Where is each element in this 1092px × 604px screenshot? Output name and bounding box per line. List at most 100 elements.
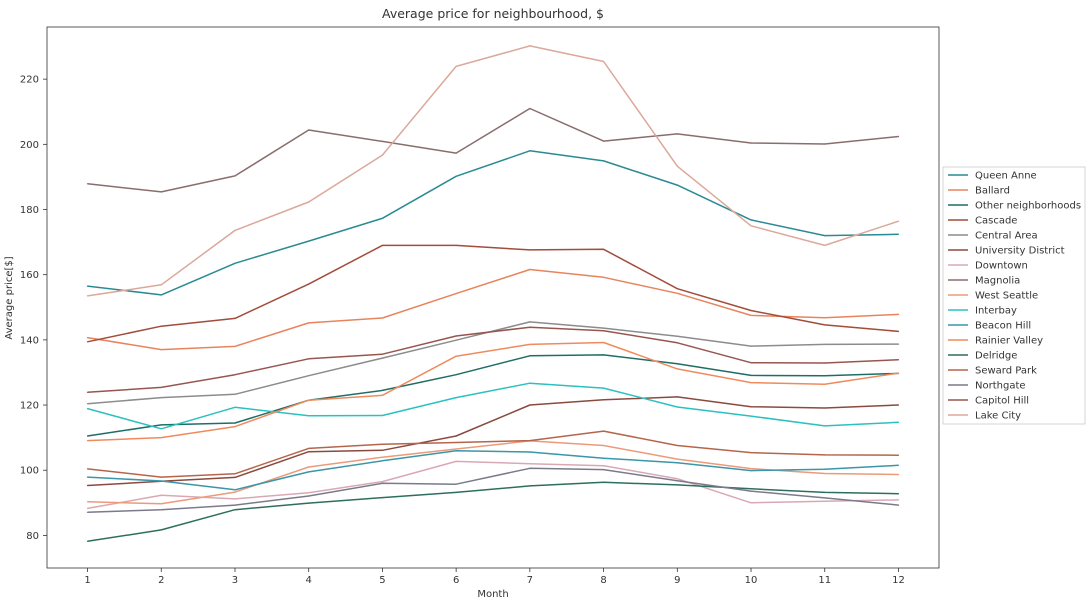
data-point bbox=[529, 468, 530, 469]
data-point bbox=[677, 293, 678, 294]
data-point bbox=[308, 471, 309, 472]
data-point bbox=[87, 477, 88, 478]
legend-label: Cascade bbox=[975, 216, 1017, 227]
x-tick-label: 1 bbox=[84, 575, 90, 586]
x-tick-label: 7 bbox=[527, 575, 533, 586]
data-point bbox=[87, 392, 88, 393]
data-point bbox=[824, 469, 825, 470]
data-point bbox=[234, 505, 235, 506]
data-point bbox=[677, 459, 678, 460]
data-point bbox=[529, 451, 530, 452]
legend-label: Interbay bbox=[975, 306, 1017, 317]
data-point bbox=[898, 359, 899, 360]
x-tick-label: 12 bbox=[892, 575, 905, 586]
data-point bbox=[677, 363, 678, 364]
data-point bbox=[161, 294, 162, 295]
data-point bbox=[677, 166, 678, 167]
y-tick-label: 120 bbox=[20, 401, 39, 412]
data-point bbox=[824, 324, 825, 325]
data-point bbox=[750, 416, 751, 417]
data-point bbox=[456, 340, 457, 341]
data-point bbox=[456, 442, 457, 443]
legend-label: Rainier Valley bbox=[975, 336, 1043, 347]
data-point bbox=[824, 501, 825, 502]
data-point bbox=[456, 484, 457, 485]
data-point bbox=[456, 293, 457, 294]
x-axis-label: Month bbox=[477, 589, 508, 600]
data-point bbox=[529, 383, 530, 384]
data-point bbox=[382, 497, 383, 498]
data-point bbox=[161, 284, 162, 285]
data-point bbox=[603, 277, 604, 278]
data-point bbox=[382, 218, 383, 219]
data-point bbox=[603, 431, 604, 432]
legend-label: University District bbox=[975, 246, 1065, 257]
data-point bbox=[603, 61, 604, 62]
data-point bbox=[87, 341, 88, 342]
data-point bbox=[677, 185, 678, 186]
data-point bbox=[234, 263, 235, 264]
data-point bbox=[824, 362, 825, 363]
data-point bbox=[529, 344, 530, 345]
data-point bbox=[750, 468, 751, 469]
data-point bbox=[161, 529, 162, 530]
data-point bbox=[87, 435, 88, 436]
data-point bbox=[87, 485, 88, 486]
data-point bbox=[234, 498, 235, 499]
data-point bbox=[603, 249, 604, 250]
data-point bbox=[456, 435, 457, 436]
data-point bbox=[750, 219, 751, 220]
data-point bbox=[161, 477, 162, 478]
data-point bbox=[234, 426, 235, 427]
data-point bbox=[382, 245, 383, 246]
data-point bbox=[456, 397, 457, 398]
data-point bbox=[677, 368, 678, 369]
data-point bbox=[898, 465, 899, 466]
data-point bbox=[161, 387, 162, 388]
y-tick-label: 220 bbox=[20, 75, 39, 86]
data-point bbox=[750, 315, 751, 316]
x-tick-label: 3 bbox=[232, 575, 238, 586]
data-point bbox=[603, 458, 604, 459]
data-point bbox=[161, 397, 162, 398]
data-point bbox=[750, 362, 751, 363]
data-point bbox=[824, 245, 825, 246]
data-point bbox=[750, 382, 751, 383]
data-point bbox=[308, 503, 309, 504]
data-point bbox=[382, 358, 383, 359]
data-point bbox=[87, 403, 88, 404]
data-point bbox=[898, 422, 899, 423]
x-tick-label: 8 bbox=[600, 575, 606, 586]
data-point bbox=[456, 245, 457, 246]
legend-label: Queen Anne bbox=[975, 171, 1037, 182]
data-point bbox=[750, 142, 751, 143]
data-point bbox=[603, 469, 604, 470]
data-point bbox=[456, 335, 457, 336]
data-point bbox=[308, 358, 309, 359]
data-point bbox=[161, 509, 162, 510]
data-point bbox=[456, 492, 457, 493]
data-point bbox=[603, 445, 604, 446]
data-point bbox=[898, 136, 899, 137]
data-point bbox=[750, 488, 751, 489]
data-point bbox=[603, 388, 604, 389]
y-tick-label: 80 bbox=[26, 531, 39, 542]
data-point bbox=[234, 473, 235, 474]
data-point bbox=[529, 327, 530, 328]
data-point bbox=[750, 406, 751, 407]
data-point bbox=[161, 437, 162, 438]
data-point bbox=[234, 422, 235, 423]
y-tick-label: 160 bbox=[20, 270, 39, 281]
x-tick-label: 5 bbox=[379, 575, 385, 586]
data-point bbox=[308, 375, 309, 376]
data-point bbox=[161, 495, 162, 496]
x-tick-label: 10 bbox=[745, 575, 758, 586]
data-point bbox=[456, 153, 457, 154]
data-point bbox=[824, 473, 825, 474]
data-point bbox=[161, 480, 162, 481]
data-point bbox=[750, 452, 751, 453]
data-point bbox=[677, 445, 678, 446]
data-point bbox=[382, 460, 383, 461]
legend-label: Magnolia bbox=[975, 276, 1020, 287]
data-point bbox=[87, 295, 88, 296]
